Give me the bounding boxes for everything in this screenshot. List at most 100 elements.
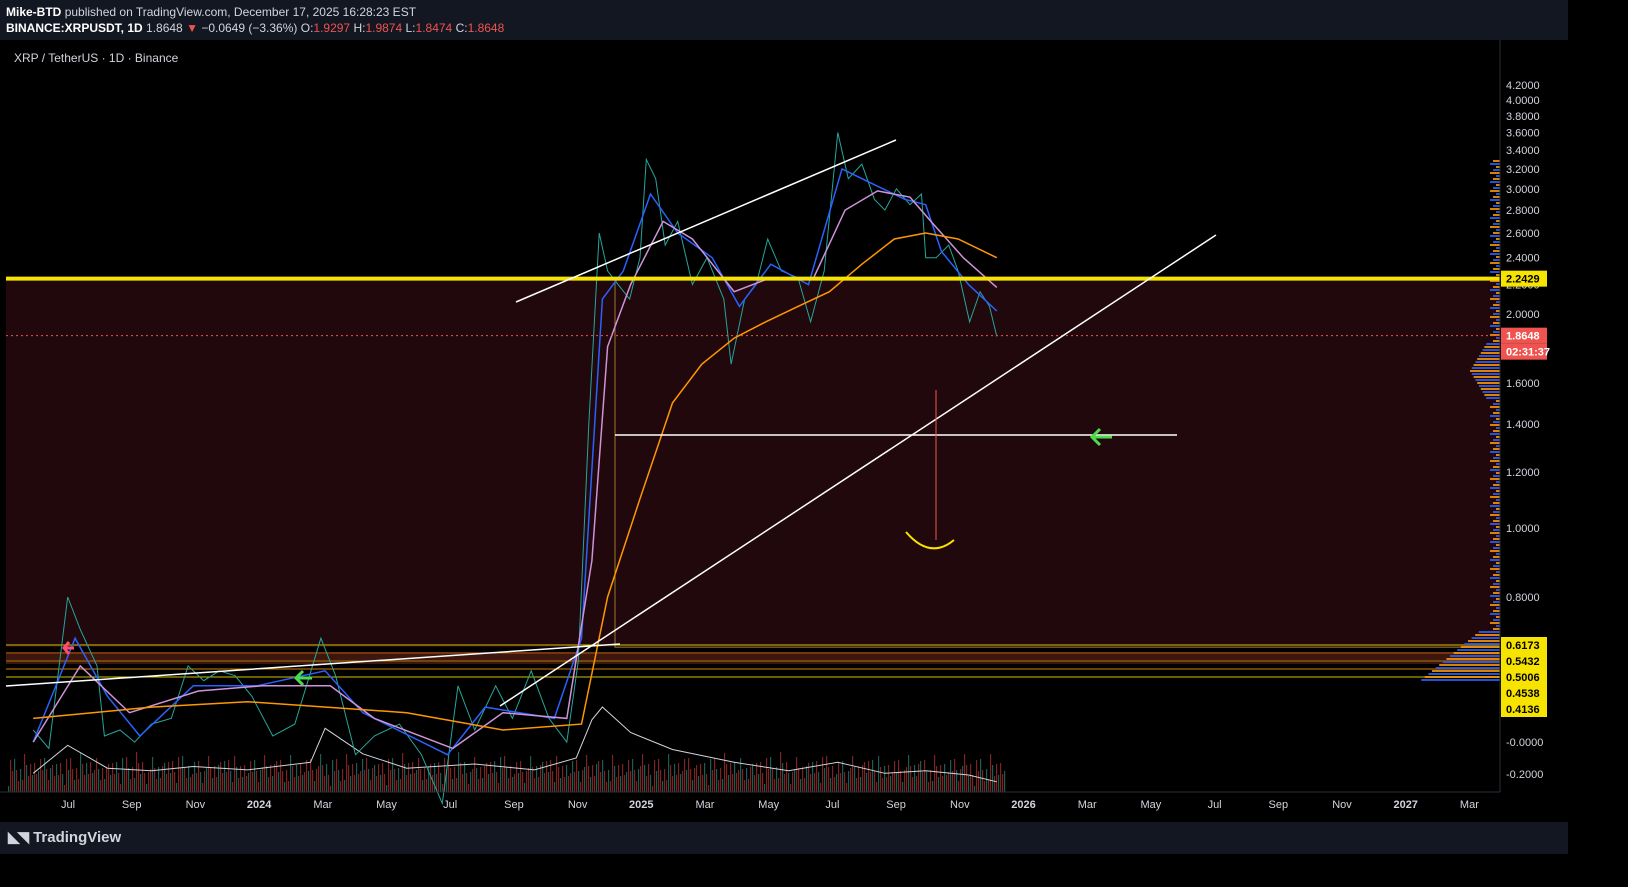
high-label: H: [353,21,366,35]
price-axis[interactable]: 4.2000 4.0000 3.8000 3.6000 3.4000 3.2000 3.00… [1499,40,1568,822]
volume-bar [190,777,192,792]
price-tick-label: 4.2000 [1506,80,1540,92]
volume-bar [42,770,44,792]
volume-bar [760,762,762,792]
volume-bar [916,776,918,792]
volume-profile-bar [1493,583,1500,585]
volume-bar [994,776,996,792]
volume-profile-bar [1496,526,1500,528]
volume-bar [62,774,64,792]
volume-profile-bar [1493,556,1500,558]
volume-bar [846,783,848,792]
volume-bar [252,772,254,792]
volume-bar [650,775,652,792]
volume-bar [620,776,622,792]
volume-bar [80,753,82,792]
volume-bar [498,783,500,792]
time-tick-label: Nov [950,799,970,811]
volume-profile-bar [1493,574,1500,576]
volume-bar [206,768,208,792]
volume-profile-bar [1496,409,1500,411]
series-layer [32,132,998,806]
volume-bar [658,759,660,792]
volume-bar [764,784,766,792]
volume-profile-bar [1493,529,1500,531]
volume-bar [564,777,566,792]
volume-bar [804,778,806,792]
volume-profile-bar [1493,322,1500,324]
volume-bar [932,781,934,792]
volume-bar [604,771,606,792]
volume-bar [70,758,72,792]
volume-bar [458,752,460,792]
volume-bar [188,766,190,792]
volume-bar [440,773,442,792]
volume-bar [908,755,910,792]
volume-profile-bar [1496,463,1500,465]
volume-profile-bar [1493,340,1500,342]
volume-bar [944,764,946,792]
price-label-badge [1501,701,1547,717]
volume-bar [922,772,924,792]
volume-bar [816,761,818,792]
volume-bar [728,775,730,792]
volume-profile-bar [1493,628,1500,630]
price-chart[interactable]: 4.2000 4.0000 3.8000 3.6000 3.4000 3.2000 3.00… [0,40,1568,822]
volume-bar [34,763,36,792]
drawing-layer [5,139,1500,707]
volume-bar [828,767,830,792]
volume-profile-bar [1478,631,1500,633]
volume-profile-bar [1446,658,1500,660]
volume-profile-bar [1473,376,1500,378]
volume-bar [44,758,46,792]
author-name[interactable]: Mike-BTD [6,5,62,19]
volume-bar [958,781,960,792]
volume-profile-bar [1490,622,1500,624]
volume-bar [592,765,594,792]
volume-bar [202,783,204,792]
chart-title: XRP / TetherUS · 1D · Binance [14,51,179,65]
volume-bar [856,778,858,792]
time-tick-label: Mar [313,799,332,811]
volume-bar [770,757,772,792]
volume-profile-bar [1493,610,1500,612]
volume-bar [378,764,380,792]
volume-bar [100,780,102,792]
volume-profile-bar [1496,400,1500,402]
volume-bar [996,764,998,792]
volume-bar [116,762,118,792]
volume-bar [984,781,986,792]
volume-bar [730,763,732,792]
volume-bar [992,765,994,792]
volume-profile-bar [1496,418,1500,420]
volume-bar [52,765,54,792]
volume-bar [648,764,650,792]
volume-profile-bar [1496,220,1500,222]
volume-profile-bar [1496,499,1500,501]
volume-bar [962,766,964,792]
volume-tick-label: -0.2000 [1506,769,1543,781]
volume-bar [362,759,364,792]
volume-bar [722,779,724,792]
volume-bar [410,774,412,792]
volume-bar [714,758,716,792]
volume-bar [482,778,484,792]
symbol-label[interactable]: BINANCE:XRPUSDT, 1D [6,21,143,35]
volume-profile-bar [1490,469,1500,471]
tradingview-logo[interactable]: ◣◥ TradingView [8,828,121,846]
volume-bar [76,768,78,792]
volume-profile-bar [1493,484,1500,486]
volume-bar [712,770,714,792]
volume-bar [662,781,664,792]
time-axis[interactable]: Jul Sep Nov 2024 Mar May Jul Sep Nov 2025 Mar May Ju… [0,791,1500,811]
volume-bar [912,777,914,792]
price-tick-label: 3.2000 [1506,164,1540,176]
volume-bar [570,773,572,792]
volume-bar [494,761,496,792]
volume-profile-bar [1493,520,1500,522]
volume-bar [988,780,990,792]
price-tick-label: 1.4000 [1506,419,1540,431]
volume-profile-bar [1484,346,1500,348]
support-band [6,652,1500,664]
volume-bar [584,767,586,792]
